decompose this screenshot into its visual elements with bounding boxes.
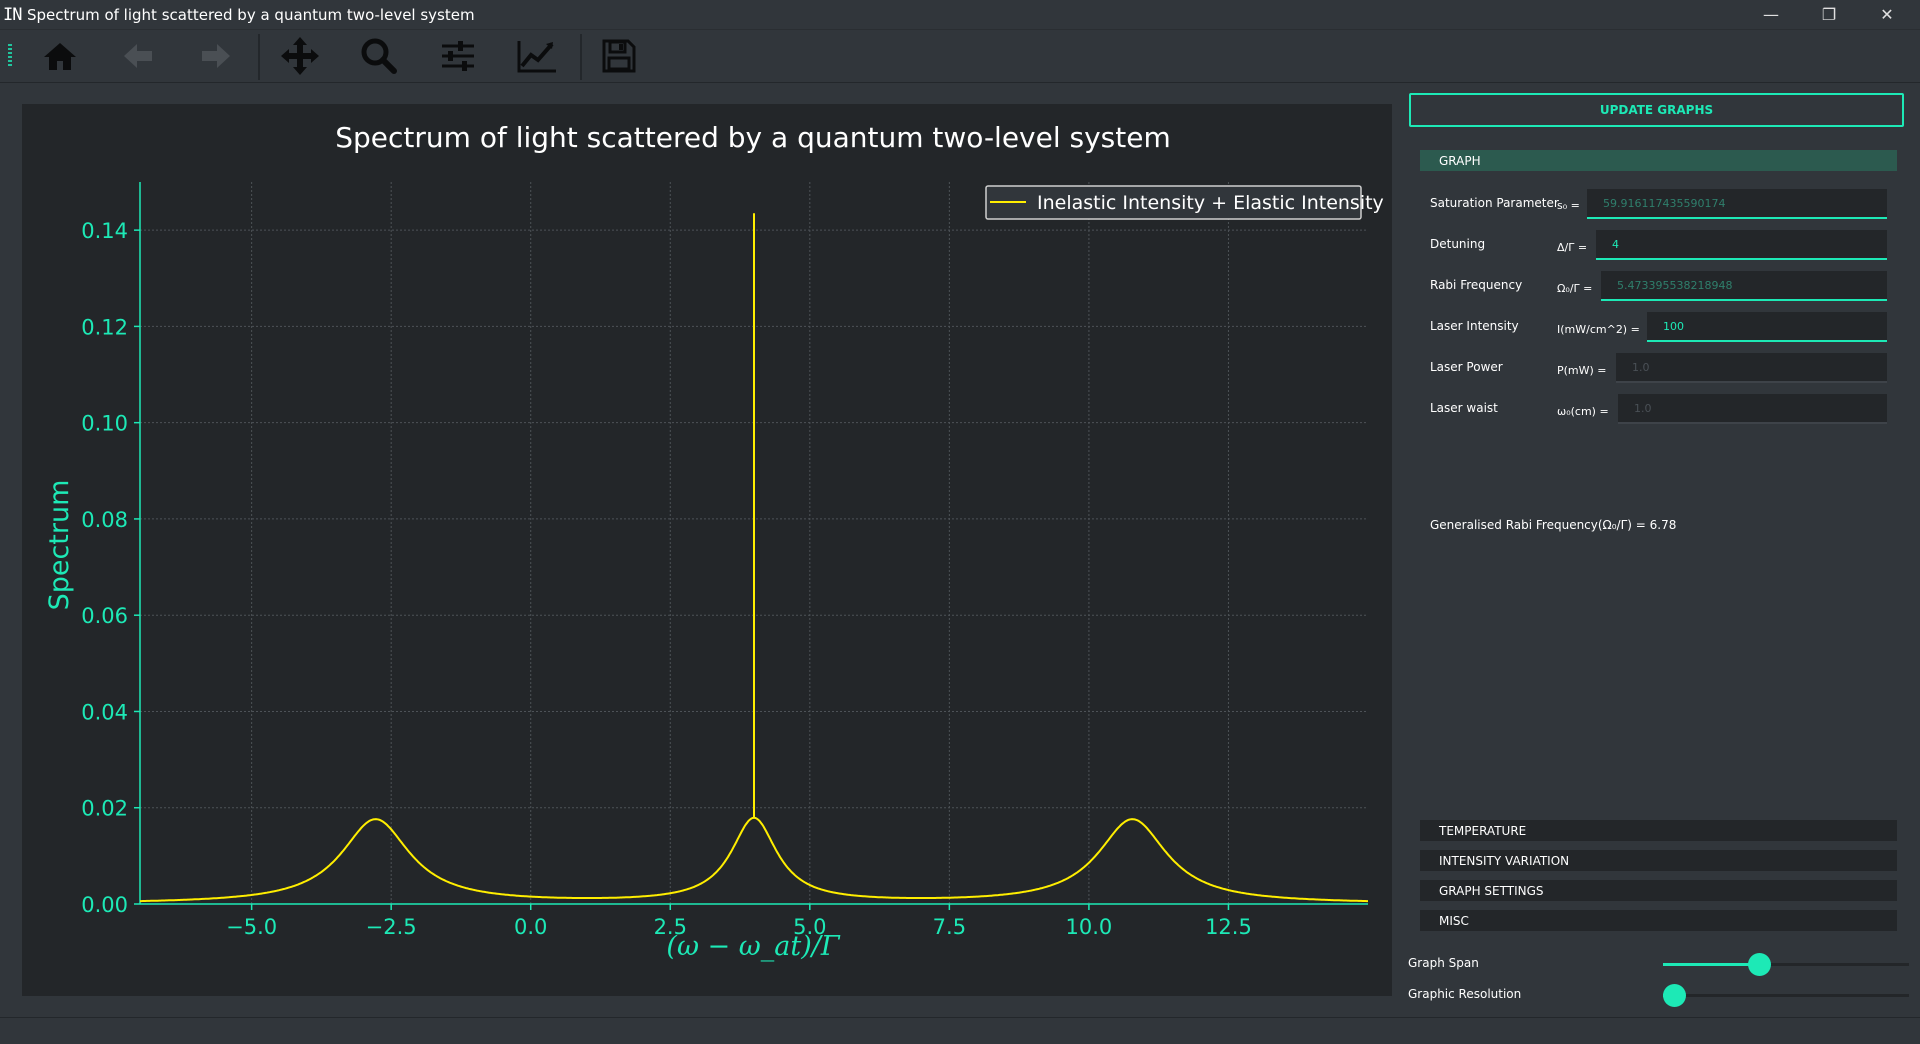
chart-title: Spectrum of light scattered by a quantum… xyxy=(335,121,1171,154)
back-button[interactable] xyxy=(116,36,160,76)
legend-label: Inelastic Intensity + Elastic Intensity xyxy=(1037,192,1384,214)
y-tick-label: 0.06 xyxy=(81,604,128,628)
x-tick-label: 0.0 xyxy=(514,915,547,939)
generalised-rabi-readout: Generalised Rabi Frequency(Ω₀/Γ) = 6.78 xyxy=(1430,518,1677,532)
save-icon xyxy=(602,39,636,73)
toolbar-grip[interactable] xyxy=(8,44,12,68)
restore-button[interactable]: ❐ xyxy=(1800,0,1858,29)
intensity-label: Laser Intensity xyxy=(1430,319,1519,333)
back-arrow-icon xyxy=(124,44,152,68)
graphic-resolution-handle[interactable] xyxy=(1663,984,1686,1007)
waist-symbol: ω₀(cm) = xyxy=(1557,405,1609,418)
close-button[interactable]: ✕ xyxy=(1858,0,1916,29)
navigation-toolbar xyxy=(0,30,1920,83)
graphic-resolution-label: Graphic Resolution xyxy=(1408,987,1522,1001)
edit-axis-button[interactable] xyxy=(515,36,559,76)
x-tick-label: −5.0 xyxy=(226,915,277,939)
intensity-input[interactable]: 100 xyxy=(1647,312,1887,342)
home-icon xyxy=(44,43,76,70)
axes: −5.0 −2.5 0.0 2.5 5.0 7.5 10.0 12.5 0.00 0.02 0.04… xyxy=(81,182,1368,939)
pan-button[interactable] xyxy=(278,36,322,76)
x-axis-label: (ω − ω_at)/Γ xyxy=(666,931,840,962)
waist-input[interactable]: 1.0 xyxy=(1618,394,1887,424)
y-tick-label: 0.04 xyxy=(81,700,128,724)
window-title: Spectrum of light scattered by a quantum… xyxy=(27,5,475,24)
save-button[interactable] xyxy=(597,36,641,76)
control-panel: UPDATE GRAPHS GRAPH Saturation Parameter… xyxy=(1400,82,1920,1017)
minimize-button[interactable]: — xyxy=(1742,0,1800,29)
x-tick-label: 7.5 xyxy=(933,915,966,939)
y-tick-label: 0.00 xyxy=(81,893,128,917)
zoom-button[interactable] xyxy=(357,36,401,76)
toolbar-separator xyxy=(258,34,260,80)
intensity-symbol: I(mW/cm^2) = xyxy=(1557,323,1640,336)
configure-subplots-button[interactable] xyxy=(436,36,480,76)
update-graphs-button[interactable]: UPDATE GRAPHS xyxy=(1409,93,1904,127)
section-intensity-variation[interactable]: INTENSITY VARIATION xyxy=(1420,850,1897,871)
forward-arrow-icon xyxy=(202,44,230,68)
graph-span-fill xyxy=(1663,963,1760,966)
section-graph-settings[interactable]: GRAPH SETTINGS xyxy=(1420,880,1897,901)
y-axis-label: Spectrum xyxy=(44,480,75,611)
power-symbol: P(mW) = xyxy=(1557,364,1607,377)
graphic-resolution-slider[interactable] xyxy=(1663,984,1909,1007)
rabi-input[interactable]: 5.473395538218948 xyxy=(1601,271,1887,301)
pan-icon xyxy=(281,37,319,75)
plot-canvas[interactable]: −5.0 −2.5 0.0 2.5 5.0 7.5 10.0 12.5 0.00 0.02 0.04… xyxy=(22,104,1392,996)
x-tick-label: −2.5 xyxy=(366,915,417,939)
graph-span-label: Graph Span xyxy=(1408,956,1479,970)
status-bar xyxy=(0,1017,1920,1044)
x-tick-label: 2.5 xyxy=(654,915,687,939)
y-tick-label: 0.02 xyxy=(81,797,128,821)
y-tick-label: 0.08 xyxy=(81,508,128,532)
detuning-label: Detuning xyxy=(1430,237,1486,251)
minimize-icon: — xyxy=(1763,5,1779,24)
legend: Inelastic Intensity + Elastic Intensity xyxy=(985,185,1384,220)
x-tick-label: 10.0 xyxy=(1066,915,1113,939)
x-tick-label: 5.0 xyxy=(793,915,826,939)
section-graph[interactable]: GRAPH xyxy=(1420,150,1897,171)
forward-button[interactable] xyxy=(194,36,238,76)
spectrum-chart[interactable]: −5.0 −2.5 0.0 2.5 5.0 7.5 10.0 12.5 0.00 0.02 0.04… xyxy=(22,104,1392,996)
restore-icon: ❐ xyxy=(1821,5,1837,24)
section-misc[interactable]: MISC xyxy=(1420,910,1897,931)
saturation-input[interactable]: 59.916117435590174 xyxy=(1587,189,1887,219)
saturation-label: Saturation Parameter xyxy=(1430,196,1559,210)
detuning-input[interactable]: 4 xyxy=(1596,230,1887,260)
toolbar-separator xyxy=(580,34,582,80)
y-tick-label: 0.14 xyxy=(81,219,128,243)
saturation-symbol: s₀ = xyxy=(1557,199,1580,212)
zoom-icon xyxy=(361,38,397,74)
graph-span-handle[interactable] xyxy=(1747,953,1771,976)
edit-axis-icon xyxy=(517,41,556,73)
x-tick-label: 12.5 xyxy=(1205,915,1252,939)
rabi-label: Rabi Frequency xyxy=(1430,278,1523,292)
title-bar: IN Spectrum of light scattered by a quan… xyxy=(0,0,1920,30)
close-icon: ✕ xyxy=(1880,5,1894,24)
rabi-symbol: Ω₀/Γ = xyxy=(1557,282,1593,295)
section-temperature[interactable]: TEMPERATURE xyxy=(1420,820,1897,841)
home-button[interactable] xyxy=(38,36,82,76)
y-tick-label: 0.10 xyxy=(81,412,128,436)
app-icon: IN xyxy=(3,4,22,25)
spectrum-curve xyxy=(140,213,1368,903)
graph-span-slider[interactable] xyxy=(1663,953,1909,976)
power-input[interactable]: 1.0 xyxy=(1616,353,1887,383)
waist-label: Laser waist xyxy=(1430,401,1498,415)
y-tick-label: 0.12 xyxy=(81,315,128,339)
configure-subplots-icon xyxy=(442,41,474,71)
detuning-symbol: Δ/Γ = xyxy=(1557,241,1588,254)
power-label: Laser Power xyxy=(1430,360,1503,374)
